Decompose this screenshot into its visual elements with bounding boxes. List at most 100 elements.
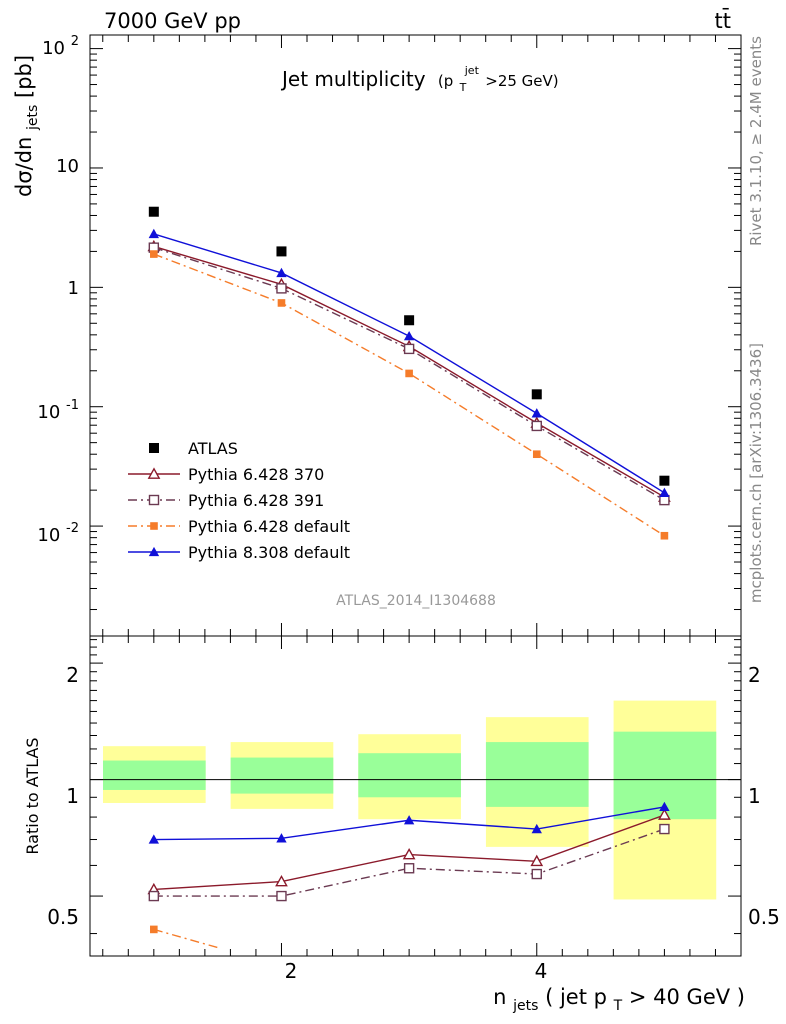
ratio-y-tick-label-0.5-right: 0.5: [748, 905, 780, 929]
y-tick-label-0.01-base: 10: [37, 525, 60, 546]
ratio-line-1: [153, 828, 665, 897]
data-point-s0-2: [404, 315, 415, 326]
energy-label: 7000 GeV pp: [104, 9, 241, 33]
x-axis-label-sub: jets: [512, 998, 538, 1014]
legend-marker-3: [150, 522, 158, 530]
data-point-s3-3: [532, 450, 541, 459]
legend-marker-1: [147, 467, 161, 479]
y-tick-label-100-exp: 2: [71, 34, 79, 49]
chart-title-sub-close: >25 GeV): [485, 72, 558, 90]
ratio-point-s1-1: [276, 890, 287, 902]
y-axis-label: dσ/dn jets [pb]: [12, 55, 42, 197]
ratio-point-s3-1: [276, 833, 287, 843]
mcplots-label: mcplots.cern.ch [arXiv:1306.3436]: [747, 343, 765, 603]
legend-marker-0: [149, 443, 159, 453]
x-axis-label: n jets ( jet p T > 40 GeV ): [493, 985, 745, 1015]
stat-uncertainty-band-2: [358, 753, 461, 798]
ratio-point-s3-3: [531, 823, 542, 834]
ratio-point-s3-0: [148, 834, 159, 844]
data-point-s0-3: [531, 389, 542, 400]
y-axis-label-main: dσ/dn: [12, 137, 36, 197]
stat-uncertainty-band-0: [103, 760, 206, 790]
data-point-s4-3: [531, 408, 542, 418]
series-line-2: [153, 246, 665, 501]
analysis-watermark: ATLAS_2014_I1304688: [336, 593, 496, 609]
ratio-point-s0-3: [530, 854, 544, 867]
y-tick-label-0.01: 10 -2: [37, 521, 79, 546]
y-tick-label-0.1-base: 10: [37, 402, 60, 423]
x-tick-label-4: 4: [535, 959, 548, 983]
ratio-point-s1-4: [659, 823, 670, 835]
y-tick-label-0.1: 10 -1: [37, 398, 79, 423]
ratio-point-s2-0: [150, 925, 158, 934]
ratio-point-s3-2: [403, 815, 415, 825]
y-tick-label-1: 1: [68, 278, 79, 299]
ratio-point-s3-4: [659, 801, 670, 812]
ratio-point-s0-2: [402, 847, 416, 860]
data-point-s2-4: [659, 494, 670, 506]
chart-title-sub-sup: jet: [464, 64, 480, 77]
ratio-point-s1-2: [403, 863, 415, 874]
chart-title-sub-sub: T: [459, 81, 467, 94]
legend-marker-4: [148, 546, 160, 557]
legend-marker-2: [148, 494, 160, 506]
ratio-frame: [89, 635, 742, 957]
ratio-line-2: [153, 928, 218, 949]
y-axis-label-sub: jets: [25, 105, 41, 131]
y-axis-label-unit: [pb]: [12, 55, 36, 98]
ratio-point-s0-4: [658, 808, 671, 820]
x-axis-label-end: > 40 GeV ): [629, 985, 745, 1009]
ratio-y-tick-label-2-right: 2: [748, 663, 761, 687]
y-tick-label-100: 10 2: [42, 34, 79, 59]
y-tick-label-100-base: 10: [42, 38, 65, 59]
data-point-s3-2: [405, 369, 413, 378]
data-point-s4-0: [148, 228, 159, 239]
ratio-panel: Ratio to ATLAS 2 1 0.5 2 1 0.5 2 4 n jet…: [23, 635, 780, 1015]
process-label: tt̄: [715, 8, 731, 33]
data-point-s0-0: [148, 206, 159, 217]
ratio-axes: [90, 636, 741, 956]
ratio-point-s1-0: [148, 890, 160, 902]
legend-label-2: Pythia 6.428 391: [188, 491, 324, 510]
x-axis-label-main: n: [493, 985, 506, 1009]
legend: ATLAS Pythia 6.428 370 Pythia 6.428 391 Pyt…: [128, 439, 350, 562]
legend-label-0: ATLAS: [188, 439, 238, 458]
data-point-s2-1: [276, 283, 287, 294]
data-point-s3-1: [277, 299, 286, 307]
stat-uncertainty-band-1: [230, 757, 334, 794]
main-panel: Jet multiplicity (p T jet >25 GeV) dσ/dn…: [12, 34, 742, 637]
data-point-s0-4: [659, 475, 670, 486]
legend-label-3: Pythia 6.428 default: [188, 517, 350, 536]
ratio-y-tick-label-1-right: 1: [748, 784, 761, 808]
y-tick-label-0.01-exp: -2: [66, 521, 79, 536]
ratio-plot-area: [90, 700, 741, 949]
chart-title-sub-open: (p: [438, 72, 453, 90]
stat-uncertainty-band-3: [485, 742, 589, 807]
rivet-label: Rivet 3.1.10, ≥ 2.4M events: [747, 36, 765, 246]
main-plot-area: [147, 206, 671, 540]
data-point-s2-3: [531, 420, 542, 432]
x-tick-label-2: 2: [285, 959, 298, 983]
data-point-s4-4: [659, 487, 670, 497]
data-point-s2-2: [403, 343, 415, 355]
x-axis-label-sub2: T: [613, 998, 623, 1014]
main-axes: [90, 35, 741, 636]
chart-title-main: Jet multiplicity: [280, 67, 426, 91]
ratio-y-tick-label-2-left: 2: [66, 663, 79, 687]
legend-label-1: Pythia 6.428 370: [188, 465, 324, 484]
y-tick-label-10: 10: [56, 156, 79, 177]
ratio-point-s0-1: [275, 874, 288, 887]
data-point-s3-4: [660, 531, 669, 540]
ratio-y-tick-label-0.5-left: 0.5: [47, 905, 79, 929]
legend-label-4: Pythia 8.308 default: [188, 543, 350, 562]
data-point-s3-0: [150, 250, 158, 258]
data-point-s4-1: [276, 267, 287, 278]
chart-title: Jet multiplicity (p T jet >25 GeV): [280, 55, 559, 96]
ratio-y-axis-label: Ratio to ATLAS: [23, 737, 42, 854]
ratio-y-tick-label-1-left: 1: [66, 784, 79, 808]
data-point-s4-2: [403, 330, 415, 341]
ratio-point-s1-3: [531, 868, 542, 880]
x-axis-label-mid: ( jet p: [545, 985, 607, 1009]
data-point-s0-1: [276, 246, 287, 257]
